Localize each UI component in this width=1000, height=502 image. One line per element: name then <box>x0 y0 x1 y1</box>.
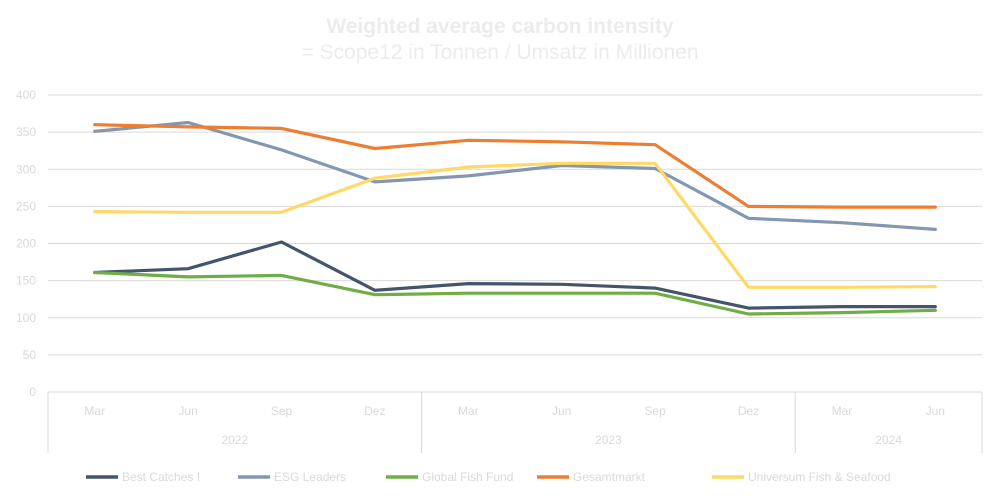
chart-subtitle: = Scope12 in Tonnen / Umsatz in Millione… <box>301 41 699 64</box>
chart-title: Weighted average carbon intensity <box>326 15 674 38</box>
series-line <box>93 120 937 231</box>
chart-title-block: Weighted average carbon intensity = Scop… <box>0 14 1000 66</box>
x-group-label: 2022 <box>221 433 248 447</box>
series-line <box>93 161 937 289</box>
y-tick-label: 0 <box>29 385 36 399</box>
x-tick-label: Jun <box>552 404 571 418</box>
y-tick-label: 100 <box>16 311 36 325</box>
legend-label: ESG Leaders <box>274 470 346 484</box>
x-tick-label: Mar <box>458 404 479 418</box>
series-line <box>93 270 937 316</box>
x-tick-label: Sep <box>271 404 293 418</box>
legend-label: Best Catches I <box>122 470 200 484</box>
y-tick-label: 300 <box>16 162 36 176</box>
legend-label: Universum Fish & Seafood <box>748 470 891 484</box>
series-line <box>93 123 937 209</box>
x-tick-label: Dez <box>738 404 759 418</box>
x-tick-label: Jun <box>178 404 197 418</box>
x-tick-label: Dez <box>364 404 385 418</box>
y-tick-label: 400 <box>16 88 36 102</box>
y-tick-label: 200 <box>16 237 36 251</box>
y-tick-label: 350 <box>16 125 36 139</box>
y-tick-label: 50 <box>23 348 37 362</box>
y-tick-label: 250 <box>16 199 36 213</box>
x-group-label: 2023 <box>595 433 622 447</box>
legend-label: Global Fish Fund <box>422 470 513 484</box>
x-group-label: 2024 <box>875 433 902 447</box>
legend-label: Gesamtmarkt <box>573 470 646 484</box>
x-tick-label: Mar <box>832 404 853 418</box>
y-tick-label: 150 <box>16 274 36 288</box>
x-tick-label: Mar <box>84 404 105 418</box>
x-tick-label: Jun <box>926 404 945 418</box>
series-line <box>93 240 937 310</box>
x-tick-label: Sep <box>644 404 666 418</box>
